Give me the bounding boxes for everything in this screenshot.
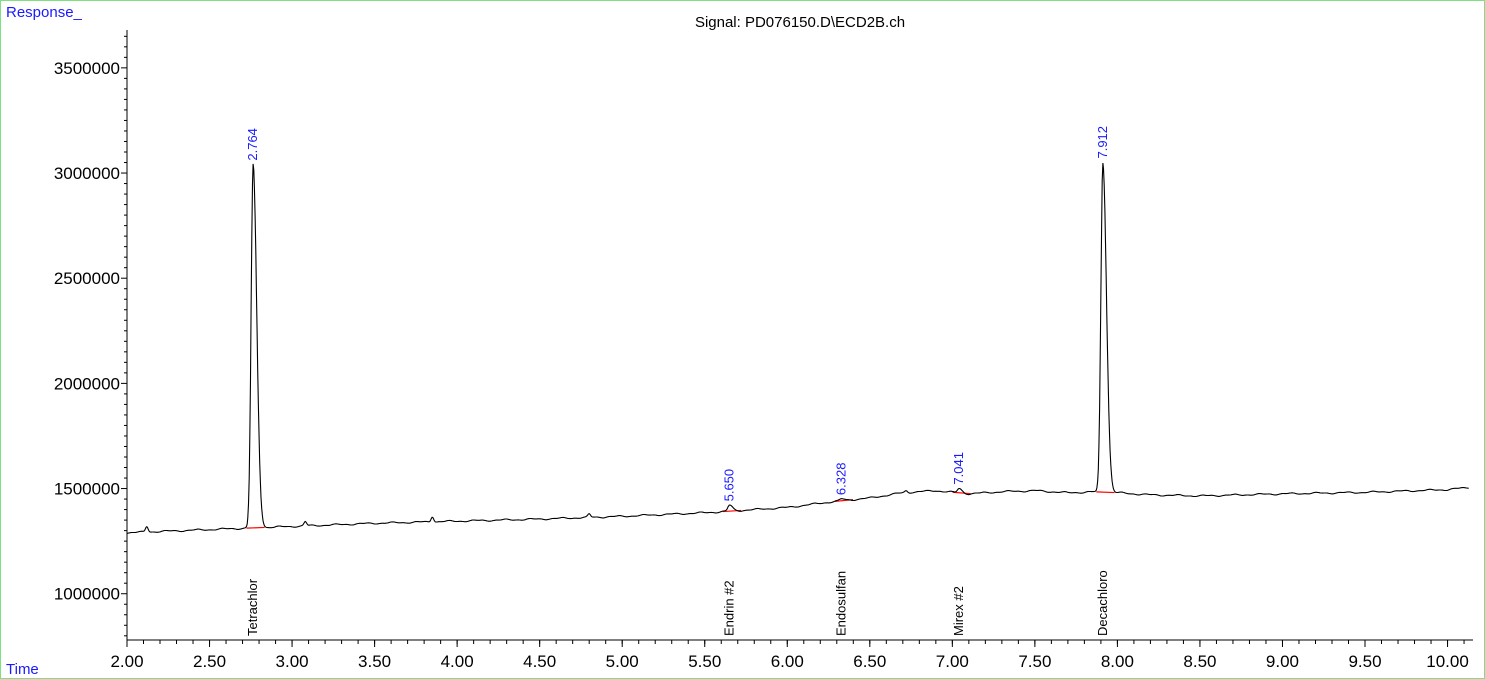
y-tick-label: 2500000 <box>54 269 120 288</box>
y-tick-label: 3500000 <box>54 59 120 78</box>
integration-baseline <box>952 491 971 495</box>
y-tick-label: 1500000 <box>54 480 120 499</box>
x-tick-label: 10.00 <box>1426 652 1469 671</box>
retention-time-label: 2.764 <box>245 128 260 161</box>
integration-baseline <box>1096 491 1115 494</box>
y-tick-label: 1000000 <box>54 585 120 604</box>
y-tick-label: 2000000 <box>54 374 120 393</box>
x-tick-label: 8.00 <box>1101 652 1134 671</box>
x-axis-label: Time <box>6 661 39 678</box>
x-tick-label: 4.50 <box>523 652 556 671</box>
integration-baseline <box>246 526 265 529</box>
chart-title: Signal: PD076150.D\ECD2B.ch <box>695 14 905 31</box>
peak-labels-layer: 2.764 Tetrachlor 5.650 Endrin #2 6.328 Endosu… <box>245 126 1110 636</box>
retention-time-label: 6.328 <box>833 463 848 496</box>
x-tick-label: 2.00 <box>110 652 143 671</box>
x-tick-label: 5.50 <box>688 652 721 671</box>
compound-label: Decachloro <box>1095 570 1110 636</box>
y-tick-label: 3000000 <box>54 164 120 183</box>
retention-time-label: 5.650 <box>721 469 736 502</box>
signal-trace <box>126 162 1469 534</box>
compound-label: Endrin #2 <box>721 580 736 636</box>
x-tick-label: 2.50 <box>193 652 226 671</box>
x-tick-label: 6.50 <box>853 652 886 671</box>
x-tick-label: 8.50 <box>1183 652 1216 671</box>
retention-time-label: 7.041 <box>951 452 966 485</box>
x-tick-label: 3.00 <box>276 652 309 671</box>
x-tick-label: 9.00 <box>1266 652 1299 671</box>
y-axis-label: Response_ <box>6 4 83 21</box>
signal-trace-layer <box>126 162 1469 534</box>
x-tick-label: 3.50 <box>358 652 391 671</box>
x-tick-label: 6.00 <box>771 652 804 671</box>
x-tick-label: 4.00 <box>441 652 474 671</box>
baseline-layer <box>246 491 1115 529</box>
x-tick-label: 7.50 <box>1018 652 1051 671</box>
axes: 1000000 1500000 2000000 2500000 3000000 35000… <box>54 30 1473 671</box>
x-tick-label: 9.50 <box>1348 652 1381 671</box>
x-tick-label: 7.00 <box>936 652 969 671</box>
x-tick-label: 5.00 <box>606 652 639 671</box>
compound-label: Mirex #2 <box>951 586 966 636</box>
retention-time-label: 7.912 <box>1095 126 1110 159</box>
compound-label: Endosulfan <box>833 571 848 636</box>
compound-label: Tetrachlor <box>245 578 260 636</box>
